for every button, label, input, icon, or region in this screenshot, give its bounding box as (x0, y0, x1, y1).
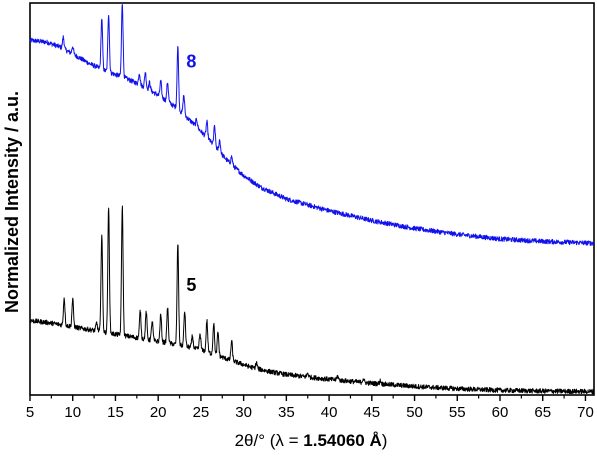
x-axis-title-wavelength: 1.54060 Å (303, 431, 381, 450)
x-axis-title: 2θ/° (λ = 1.54060 Å) (235, 431, 388, 450)
series-layer (29, 4, 595, 395)
x-tick-label-15: 15 (107, 404, 124, 421)
x-tick-label-70: 70 (577, 404, 594, 421)
x-tick-label-20: 20 (150, 404, 167, 421)
series-line-8 (29, 4, 595, 246)
x-tick-label-50: 50 (406, 404, 423, 421)
x-tick-label-45: 45 (363, 404, 380, 421)
x-tick-label-65: 65 (534, 404, 551, 421)
x-tick-label-55: 55 (449, 404, 466, 421)
x-axis-title-close: ) (382, 431, 388, 450)
x-tick-label-5: 5 (26, 404, 34, 421)
y-axis-title: Normalized Intensity / a.u. (2, 91, 22, 313)
series-line-5 (29, 205, 595, 395)
x-tick-label-35: 35 (278, 404, 295, 421)
axis-layer: 5 10 15 20 25 30 35 40 45 50 55 60 65 70 (26, 395, 594, 421)
x-tick-label-40: 40 (321, 404, 338, 421)
x-tick-label-60: 60 (492, 404, 509, 421)
series-label-5: 5 (186, 275, 196, 295)
x-tick-label-10: 10 (64, 404, 81, 421)
annotation-layer: 85 (186, 52, 196, 295)
x-tick-label-30: 30 (235, 404, 252, 421)
series-label-8: 8 (186, 52, 196, 72)
x-tick-label-25: 25 (193, 404, 210, 421)
x-axis-title-main: 2θ/° (λ = (235, 431, 304, 450)
